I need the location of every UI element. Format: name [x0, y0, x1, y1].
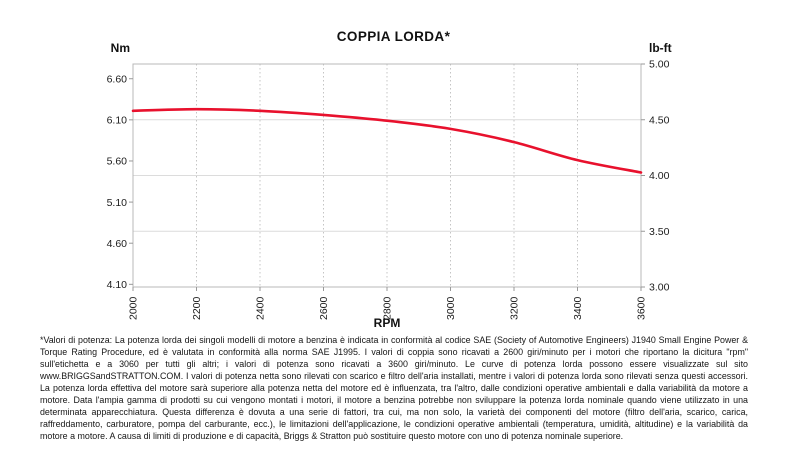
- left-axis-unit-label: Nm: [110, 41, 130, 55]
- x-axis-tick-label: 2800: [382, 296, 394, 320]
- right-axis-unit-label: lb-ft: [649, 41, 672, 55]
- left-axis-tick-label: 4.60: [107, 238, 128, 250]
- x-axis-tick-label: 3600: [636, 296, 648, 320]
- torque-curve: [131, 107, 643, 174]
- power-rating-footnote: *Valori di potenza: La potenza lorda dei…: [40, 335, 748, 441]
- x-axis-tick-label: 2000: [128, 296, 140, 320]
- chart-title: COPPIA LORDA*: [336, 29, 451, 44]
- left-axis-tick-label: 5.10: [107, 197, 128, 209]
- left-axis-tick-label: 4.10: [107, 279, 128, 291]
- left-axis-tick-label: 6.10: [107, 115, 128, 127]
- right-axis-tick-label: 3.50: [649, 226, 670, 238]
- right-axis-tick-label: 5.00: [649, 59, 670, 71]
- left-axis-tick-label: 6.60: [107, 73, 128, 85]
- x-axis-label: RPM: [373, 316, 401, 330]
- x-axis-tick-label: 3000: [445, 296, 457, 320]
- left-axis-tick-label: 5.60: [107, 156, 128, 168]
- x-axis-tick-label: 3200: [509, 296, 521, 320]
- x-axis-tick-label: 2400: [255, 296, 267, 320]
- right-axis-tick-label: 4.00: [649, 170, 670, 182]
- right-axis-tick-label: 3.00: [649, 282, 670, 294]
- x-axis-tick-label: 2600: [318, 296, 330, 320]
- right-axis-tick-label: 4.50: [649, 114, 670, 126]
- x-axis-tick-label: 3400: [572, 296, 584, 320]
- x-axis-tick-label: 2200: [191, 296, 203, 320]
